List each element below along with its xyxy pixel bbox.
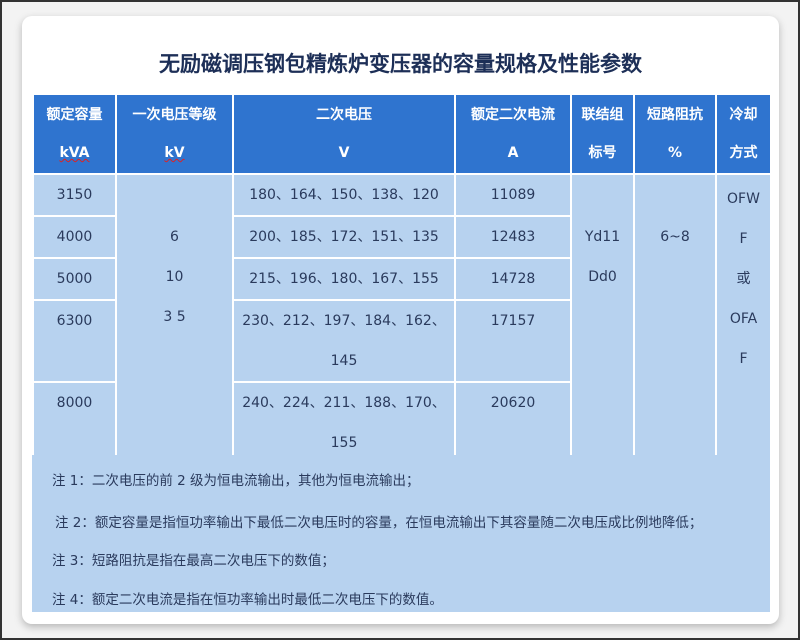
table-row: 5000 215、196、180、167、155 14728 xyxy=(32,257,771,301)
header-primary-voltage: 一次电压等级 kV xyxy=(115,93,234,175)
spec-table: 额定容量 kVA 一次电压等级 kV 二次电压 V 额定二次电流 A 联结组 标号 短路阻… xyxy=(32,93,772,465)
note-2: 注 2：额定容量是指恒功率输出下最低二次电压时的容量，在恒电流输出下其容量随二次… xyxy=(55,515,703,531)
current-cell: 14728 xyxy=(454,257,572,301)
current-cell: 20620 xyxy=(454,381,572,465)
table-row: 4000 200、185、172、151、135 12483 xyxy=(32,215,771,259)
secondary-voltage-cell: 230、212、197、184、162、 145 xyxy=(232,299,456,383)
header-impedance: 短路阻抗% xyxy=(633,93,717,175)
current-cell: 11089 xyxy=(454,173,572,217)
cooling-cell: OFW F 或 OFA F xyxy=(715,173,772,465)
secondary-voltage-cell: 180、164、150、138、120 xyxy=(232,173,456,217)
header-cooling: 冷却 方式 xyxy=(715,93,772,175)
secondary-voltage-cell: 240、224、211、188、170、 155 xyxy=(232,381,456,465)
current-cell: 17157 xyxy=(454,299,572,383)
capacity-cell: 4000 xyxy=(32,215,117,259)
current-cell: 12483 xyxy=(454,215,572,259)
table-row: 6300 230、212、197、184、162、 145 17157 xyxy=(32,299,771,383)
header-row: 额定容量 kVA 一次电压等级 kV 二次电压 V 额定二次电流 A 联结组 标号 短路阻… xyxy=(32,93,772,175)
note-3: 注 3：短路阻抗是指在最高二次电压下的数值； xyxy=(52,553,335,569)
notes-section: 注 1：二次电压的前 2 级为恒电流输出，其他为恒电流输出； 注 2：额定容量是… xyxy=(32,455,770,612)
capacity-cell: 5000 xyxy=(32,257,117,301)
note-4: 注 4：额定二次电流是指在恒功率输出时最低二次电压下的数值。 xyxy=(52,592,443,608)
secondary-voltage-cell: 200、185、172、151、135 xyxy=(232,215,456,259)
capacity-cell: 3150 xyxy=(32,173,117,217)
header-secondary-voltage: 二次电压 V xyxy=(232,93,456,175)
capacity-cell: 6300 xyxy=(32,299,117,383)
impedance-cell: 6~8 xyxy=(633,173,717,465)
header-secondary-current: 额定二次电流 A xyxy=(454,93,572,175)
connection-cell: Yd11 Dd0 xyxy=(570,173,635,465)
table-row: 3150 6 10 3 5 180、164、150、138、120 11089 Yd… xyxy=(32,173,772,465)
primary-voltage-cell: 6 10 3 5 xyxy=(115,173,234,465)
secondary-voltage-cell: 215、196、180、167、155 xyxy=(232,257,456,301)
header-capacity: 额定容量 kVA xyxy=(32,93,117,175)
capacity-cell: 8000 xyxy=(32,381,117,465)
header-connection: 联结组 标号 xyxy=(570,93,635,175)
page-title: 无励磁调压钢包精炼炉变压器的容量规格及性能参数 xyxy=(159,52,642,76)
note-1: 注 1：二次电压的前 2 级为恒电流输出，其他为恒电流输出； xyxy=(52,473,420,489)
table-row: 8000 240、224、211、188、170、 155 20620 xyxy=(32,381,771,465)
